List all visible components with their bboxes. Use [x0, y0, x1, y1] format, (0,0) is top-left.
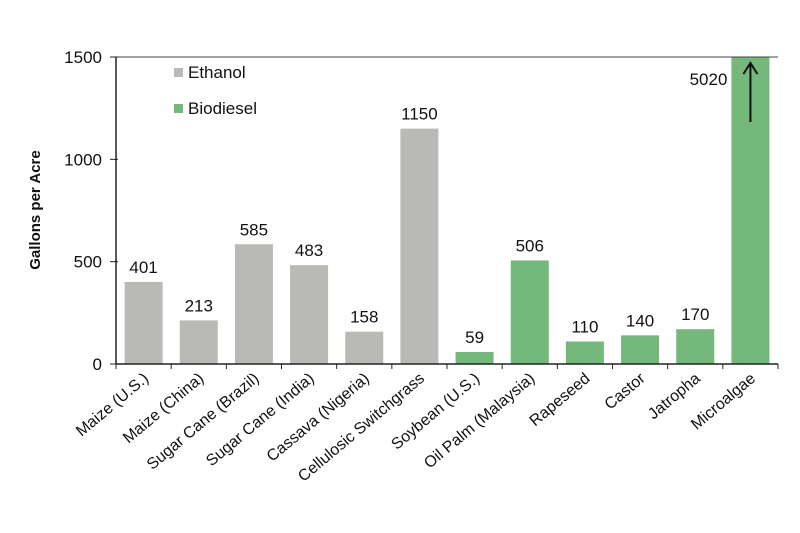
- value-label: 59: [465, 328, 484, 347]
- legend: Ethanol Biodiesel: [174, 63, 257, 118]
- value-label: 140: [626, 311, 654, 330]
- value-label: 506: [516, 236, 544, 255]
- bar: [400, 128, 439, 364]
- y-tick-label: 1000: [64, 150, 102, 169]
- bar: [565, 341, 604, 364]
- value-label: 110: [571, 317, 598, 336]
- bar: [621, 335, 660, 364]
- category-label: Cassava (Nigeria): [264, 370, 373, 465]
- bar: [124, 281, 163, 364]
- bar: [179, 320, 218, 364]
- x-ticks: Maize (U.S.)Maize (China)Sugar Cane (Bra…: [73, 364, 779, 485]
- value-label: 585: [240, 220, 268, 239]
- value-label: 401: [129, 258, 157, 277]
- y-tick-label: 1500: [64, 48, 102, 67]
- category-label: Sugar Cane (India): [203, 370, 317, 470]
- bar: [345, 331, 384, 364]
- category-label: Rapeseed: [527, 370, 594, 430]
- bar: [455, 351, 494, 364]
- y-axis-label: Gallons per Acre: [27, 150, 44, 270]
- y-tick-label: 500: [74, 253, 102, 272]
- value-label: 483: [295, 241, 323, 260]
- bars-group: 401 213 585 483 158 1150 59 506 110 140 170 5020: [124, 57, 770, 364]
- category-label: Castor: [602, 370, 650, 414]
- bar: [510, 260, 549, 364]
- value-label: 5020: [690, 70, 728, 89]
- arrow-head-icon: [742, 61, 759, 75]
- legend-swatch-ethanol: [174, 68, 183, 77]
- y-ticks: 0 500 1000 1500: [64, 48, 118, 374]
- legend-swatch-biodiesel: [174, 104, 183, 113]
- legend-label-ethanol: Ethanol: [188, 63, 246, 82]
- bar: [290, 265, 329, 364]
- legend-label-biodiesel: Biodiesel: [188, 99, 257, 118]
- value-label: 213: [185, 296, 213, 315]
- y-tick-label: 0: [93, 355, 102, 374]
- bar: [234, 244, 273, 364]
- bar: [676, 329, 715, 364]
- value-label: 1150: [401, 105, 438, 124]
- value-label: 170: [681, 305, 709, 324]
- value-label: 158: [350, 308, 378, 327]
